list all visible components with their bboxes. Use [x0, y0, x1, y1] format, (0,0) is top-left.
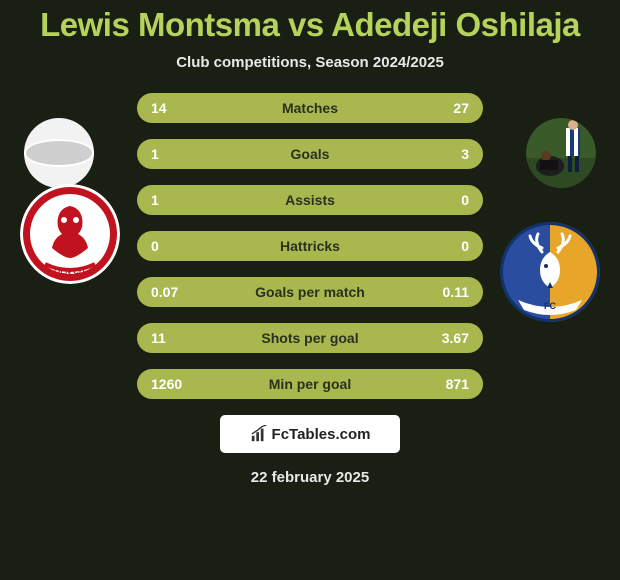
content: Lewis Montsma vs Adedeji Oshilaja Club c…: [0, 0, 620, 580]
stat-left-value: 0.07: [151, 284, 178, 300]
subtitle: Club competitions, Season 2024/2025: [0, 54, 620, 71]
stat-row: 11 Shots per goal 3.67: [137, 323, 483, 353]
watermark: FcTables.com: [220, 415, 400, 453]
chart-icon: [250, 425, 268, 443]
stat-label: Shots per goal: [261, 330, 358, 346]
stat-row: 0 Hattricks 0: [137, 231, 483, 261]
svg-text:FC: FC: [544, 301, 556, 311]
stat-left-value: 14: [151, 100, 167, 116]
stat-label: Min per goal: [269, 376, 351, 392]
stat-label: Matches: [282, 100, 338, 116]
stat-right-value: 871: [446, 376, 469, 392]
stat-left-value: 0: [151, 238, 159, 254]
stat-row: 1 Assists 0: [137, 185, 483, 215]
stat-left-value: 1: [151, 192, 159, 208]
stat-right-value: 27: [453, 100, 469, 116]
stat-right-value: 0: [461, 192, 469, 208]
player-left-club-badge: OLN CIT: [20, 184, 120, 284]
stat-right-value: 0.11: [443, 284, 469, 300]
player-right-avatar: [526, 118, 596, 188]
stat-row: 1260 Min per goal 871: [137, 369, 483, 399]
stat-left-value: 1: [151, 146, 159, 162]
stat-row: 0.07 Goals per match 0.11: [137, 277, 483, 307]
date-text: 22 february 2025: [0, 469, 620, 486]
svg-text:OLN CIT: OLN CIT: [54, 267, 86, 276]
player-left-avatar: [24, 118, 94, 188]
stat-row: 14 Matches 27: [137, 93, 483, 123]
watermark-text: FcTables.com: [272, 426, 371, 443]
stat-label: Goals per match: [255, 284, 365, 300]
stat-left-value: 1260: [151, 376, 182, 392]
stat-right-value: 3: [461, 146, 469, 162]
stat-label: Assists: [285, 192, 335, 208]
stat-right-value: 0: [461, 238, 469, 254]
stat-row: 1 Goals 3: [137, 139, 483, 169]
page-title: Lewis Montsma vs Adedeji Oshilaja: [0, 6, 620, 44]
stat-right-value: 3.67: [442, 330, 469, 346]
stat-label: Hattricks: [280, 238, 340, 254]
stat-rows: 14 Matches 27 1 Goals 3 1 Assists 0 0 Ha…: [137, 93, 483, 399]
stat-label: Goals: [291, 146, 330, 162]
stat-left-value: 11: [151, 330, 166, 346]
player-right-club-badge: FC: [500, 222, 600, 322]
